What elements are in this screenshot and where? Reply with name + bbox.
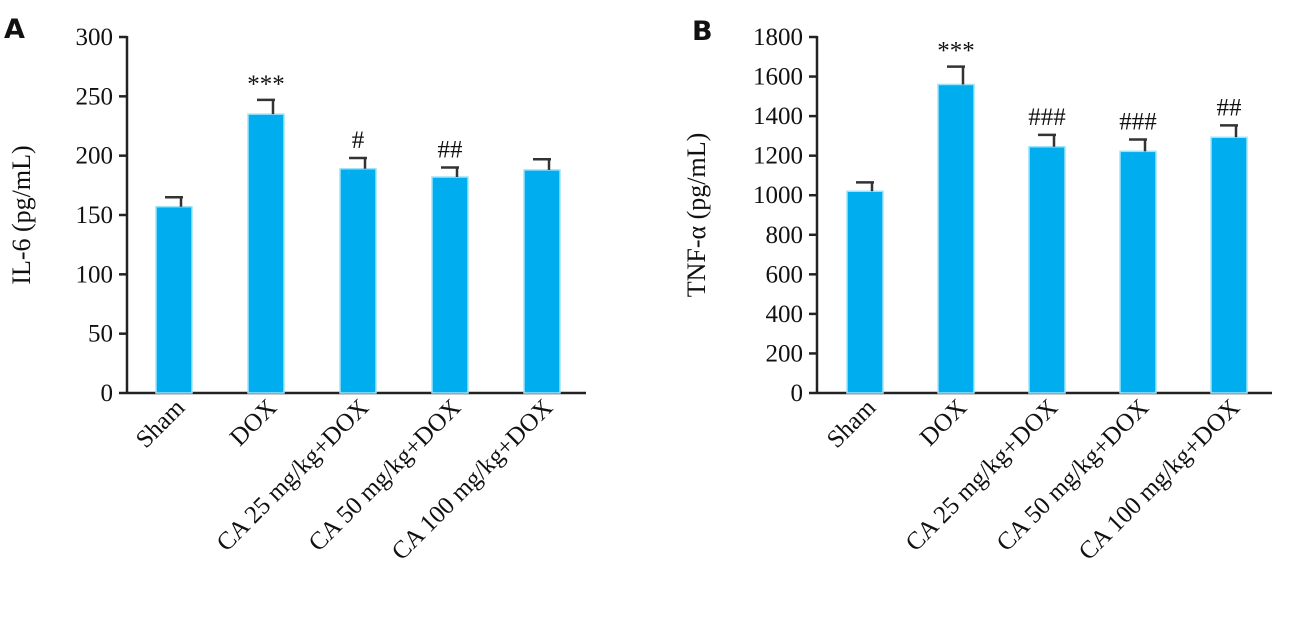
bar-5	[1210, 136, 1248, 394]
significance-label: ###	[1119, 108, 1157, 135]
error-bar	[1220, 124, 1238, 138]
y-tick-label: 0	[101, 380, 114, 407]
y-tick-label: 1000	[753, 182, 803, 209]
error-bar	[856, 181, 874, 192]
bar-3	[339, 167, 377, 394]
bar-1	[846, 190, 884, 394]
x-tick-label: DOX	[225, 394, 282, 451]
y-tick-label: 1600	[753, 64, 803, 91]
bar-4	[431, 176, 469, 394]
error-bar	[1129, 138, 1147, 152]
x-tick-label: Sham	[131, 394, 191, 454]
y-tick-label: 600	[766, 261, 804, 288]
x-tick-label: CA 50 mg/kg+DOX	[992, 394, 1155, 557]
error-bar	[349, 156, 367, 169]
y-tick-label: 1800	[753, 24, 803, 51]
y-tick-label: 1200	[753, 143, 803, 170]
significance-label: #	[352, 127, 365, 154]
y-tick-label: 100	[76, 261, 114, 288]
error-bar	[257, 98, 275, 115]
x-tick-label: CA 50 mg/kg+DOX	[304, 394, 467, 557]
significance-label: ###	[1028, 104, 1066, 131]
y-tick-label: 200	[76, 143, 114, 170]
significance-label: ***	[247, 71, 285, 98]
error-bar	[165, 195, 183, 207]
error-bar	[947, 65, 965, 85]
bar-3	[1028, 146, 1066, 394]
significance-label: ***	[937, 38, 975, 65]
y-tick-label: 200	[766, 340, 804, 367]
bar-2	[937, 83, 975, 394]
y-axis-title: TNF-α (pg/mL)	[682, 133, 711, 298]
x-tick-label: CA 25 mg/kg+DOX	[901, 394, 1064, 557]
significance-label: ##	[438, 137, 464, 164]
bar-4	[1119, 150, 1157, 394]
y-tick-label: 400	[766, 301, 804, 328]
y-tick-label: 50	[88, 321, 113, 348]
bar-1	[155, 205, 193, 394]
panel-a-letter: A	[4, 14, 25, 45]
y-axis-title: IL-6 (pg/mL)	[7, 145, 36, 284]
error-bar	[1038, 133, 1056, 147]
y-tick-label: 0	[791, 380, 804, 407]
error-bar	[441, 166, 459, 178]
panel-b: B 0 200 400 600 800 1000 1200 1400 1600 1800 TNF-α…	[682, 16, 1272, 566]
error-bar	[533, 157, 551, 170]
x-tick-label: CA 100 mg/kg+DOX	[387, 394, 558, 565]
bar-2	[247, 113, 285, 394]
bar-5	[523, 169, 561, 394]
x-tick-label: CA 100 mg/kg+DOX	[1074, 394, 1245, 565]
y-tick-label: 250	[76, 83, 114, 110]
significance-label: ##	[1217, 94, 1243, 121]
x-tick-label: CA 25 mg/kg+DOX	[212, 394, 375, 557]
panel-a: A 0 50 100 150 200 250 300 IL-6 (pg/mL) Sham *** D…	[4, 14, 586, 566]
y-tick-label: 150	[76, 202, 114, 229]
y-tick-label: 800	[766, 222, 804, 249]
y-tick-label: 1400	[753, 103, 803, 130]
y-tick-label: 300	[76, 24, 114, 51]
x-tick-label: DOX	[915, 394, 972, 451]
x-tick-label: Sham	[822, 394, 882, 454]
panel-b-letter: B	[692, 16, 713, 47]
